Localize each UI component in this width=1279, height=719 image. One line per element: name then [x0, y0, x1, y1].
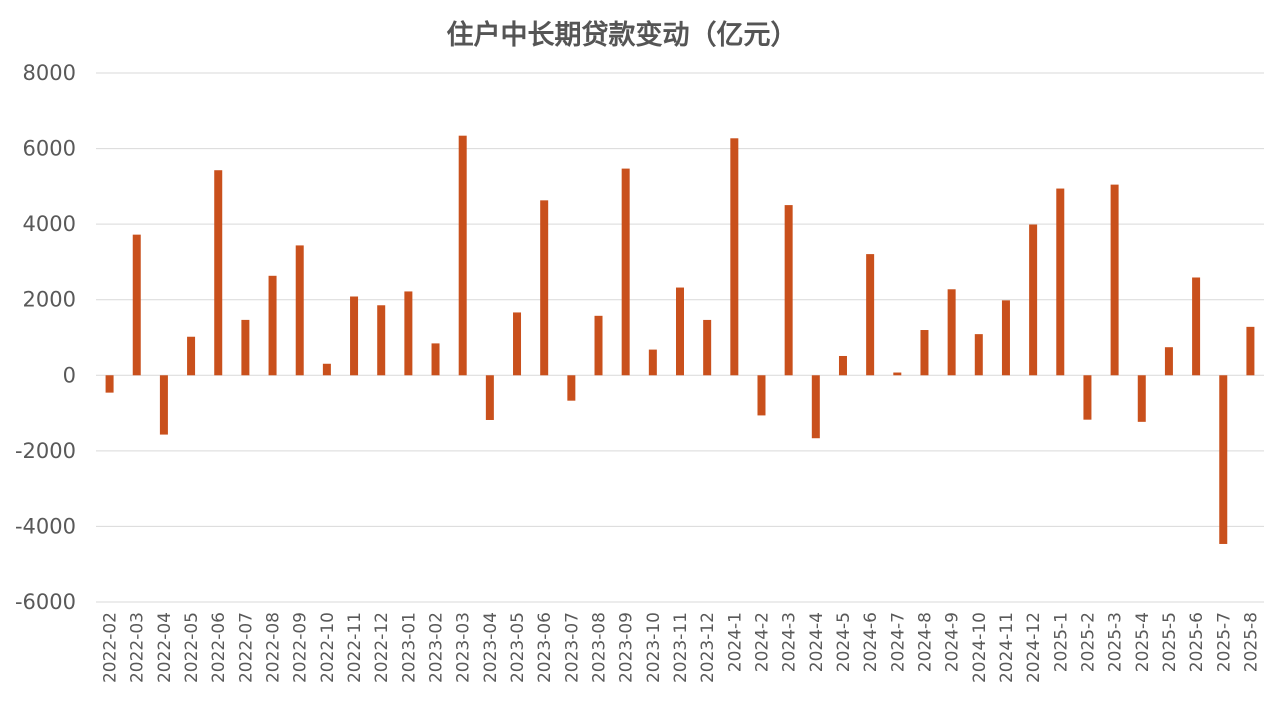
x-tick-label: 2024-1 [725, 612, 745, 672]
x-tick-label: 2025-2 [1078, 612, 1098, 672]
x-tick-label: 2022-08 [264, 612, 284, 683]
bar [866, 254, 875, 376]
bar [268, 275, 277, 376]
x-tick-label: 2023-09 [617, 612, 637, 683]
bar [621, 168, 630, 376]
y-tick-label: 8000 [23, 61, 76, 85]
x-tick-label: 2025-5 [1160, 612, 1180, 672]
x-tick-label: 2022-04 [155, 612, 175, 683]
x-tick-label: 2024-9 [943, 612, 963, 672]
chart-title: 住户中长期贷款变动（亿元） [447, 19, 798, 51]
bar [594, 315, 603, 376]
x-tick-label: 2025-7 [1214, 612, 1234, 672]
x-tick-label: 2025-8 [1241, 612, 1261, 672]
bar [730, 138, 739, 376]
bar [757, 375, 766, 416]
bar [676, 287, 684, 376]
bar [974, 334, 983, 376]
bar [1083, 375, 1092, 420]
x-tick-label: 2025-1 [1051, 612, 1071, 672]
y-tick-label: -4000 [15, 514, 76, 538]
bar [784, 205, 793, 376]
x-tick-label: 2023-01 [399, 612, 419, 683]
bar [132, 234, 141, 376]
x-tick-label: 2022-11 [345, 612, 365, 683]
bar [1056, 188, 1065, 376]
bar [648, 349, 657, 376]
x-tick-label: 2022-09 [291, 612, 311, 683]
y-tick-label: 0 [63, 363, 76, 387]
x-tick-label: 2023-05 [508, 612, 528, 683]
x-tick-label: 2025-6 [1187, 612, 1207, 672]
bar [513, 312, 522, 376]
y-tick-label: -6000 [15, 590, 76, 614]
bar [947, 289, 956, 376]
x-tick-label: 2023-04 [481, 612, 501, 683]
y-tick-label: 2000 [23, 288, 76, 312]
x-tick-label: 2022-06 [209, 612, 229, 683]
x-tick-label: 2023-03 [454, 612, 474, 683]
x-tick-label: 2024-10 [970, 612, 990, 683]
bar [893, 372, 902, 376]
bar [1137, 375, 1146, 422]
bar [567, 375, 576, 401]
x-tick-label: 2024-11 [997, 612, 1017, 683]
x-tick-label: 2024-6 [861, 612, 881, 672]
bar [703, 319, 712, 376]
x-tick-label: 2023-07 [562, 612, 582, 683]
bar [350, 296, 359, 376]
x-axis-ticks: 2022-02 2022-03 2022-04 2022-05 2022-06 2022-… [101, 612, 1262, 683]
bar [838, 355, 847, 376]
bar [105, 375, 114, 393]
bar [1029, 224, 1038, 376]
x-tick-label: 2022-05 [182, 612, 202, 683]
bar [1219, 375, 1228, 544]
x-tick-label: 2022-02 [101, 612, 121, 683]
bar [811, 375, 820, 439]
bar [377, 305, 386, 376]
x-tick-label: 2022-03 [128, 612, 148, 683]
y-axis-ticks: 8000 6000 4000 2000 0 -2000 -4000 -6000 [15, 61, 76, 614]
bar [458, 135, 467, 376]
bar [485, 375, 494, 420]
x-tick-label: 2024-12 [1024, 612, 1044, 683]
bar [920, 330, 929, 376]
y-tick-label: 4000 [23, 212, 76, 236]
x-tick-label: 2025-4 [1133, 612, 1153, 672]
x-tick-label: 2023-06 [535, 612, 555, 683]
x-tick-label: 2022-10 [318, 612, 338, 683]
x-tick-label: 2024-3 [780, 612, 800, 672]
bar [1192, 277, 1201, 376]
bar [322, 363, 331, 376]
x-tick-label: 2022-12 [372, 612, 392, 683]
y-tick-label: 6000 [23, 137, 76, 161]
bar [540, 200, 549, 376]
bar [1001, 300, 1010, 376]
y-tick-label: -2000 [15, 439, 76, 463]
x-tick-label: 2023-02 [427, 612, 447, 683]
bar [1246, 326, 1255, 376]
x-tick-label: 2023-10 [644, 612, 664, 683]
x-tick-label: 2024-4 [807, 612, 827, 672]
bar [241, 319, 250, 376]
x-tick-label: 2022-07 [236, 612, 256, 683]
x-tick-label: 2024-2 [752, 612, 772, 672]
bars [105, 135, 1255, 544]
x-tick-label: 2024-5 [834, 612, 854, 672]
x-tick-label: 2025-3 [1106, 612, 1126, 672]
bar [404, 291, 413, 376]
bar [1110, 184, 1119, 376]
bar [1164, 347, 1173, 376]
x-tick-label: 2023-12 [698, 612, 718, 683]
bar [295, 245, 304, 376]
x-tick-label: 2023-11 [671, 612, 691, 683]
x-tick-label: 2023-08 [590, 612, 610, 683]
bar [431, 343, 440, 376]
bar [187, 336, 196, 376]
x-tick-label: 2024-8 [915, 612, 935, 672]
bar [159, 375, 168, 435]
x-tick-label: 2024-7 [888, 612, 908, 672]
bar [214, 170, 223, 376]
